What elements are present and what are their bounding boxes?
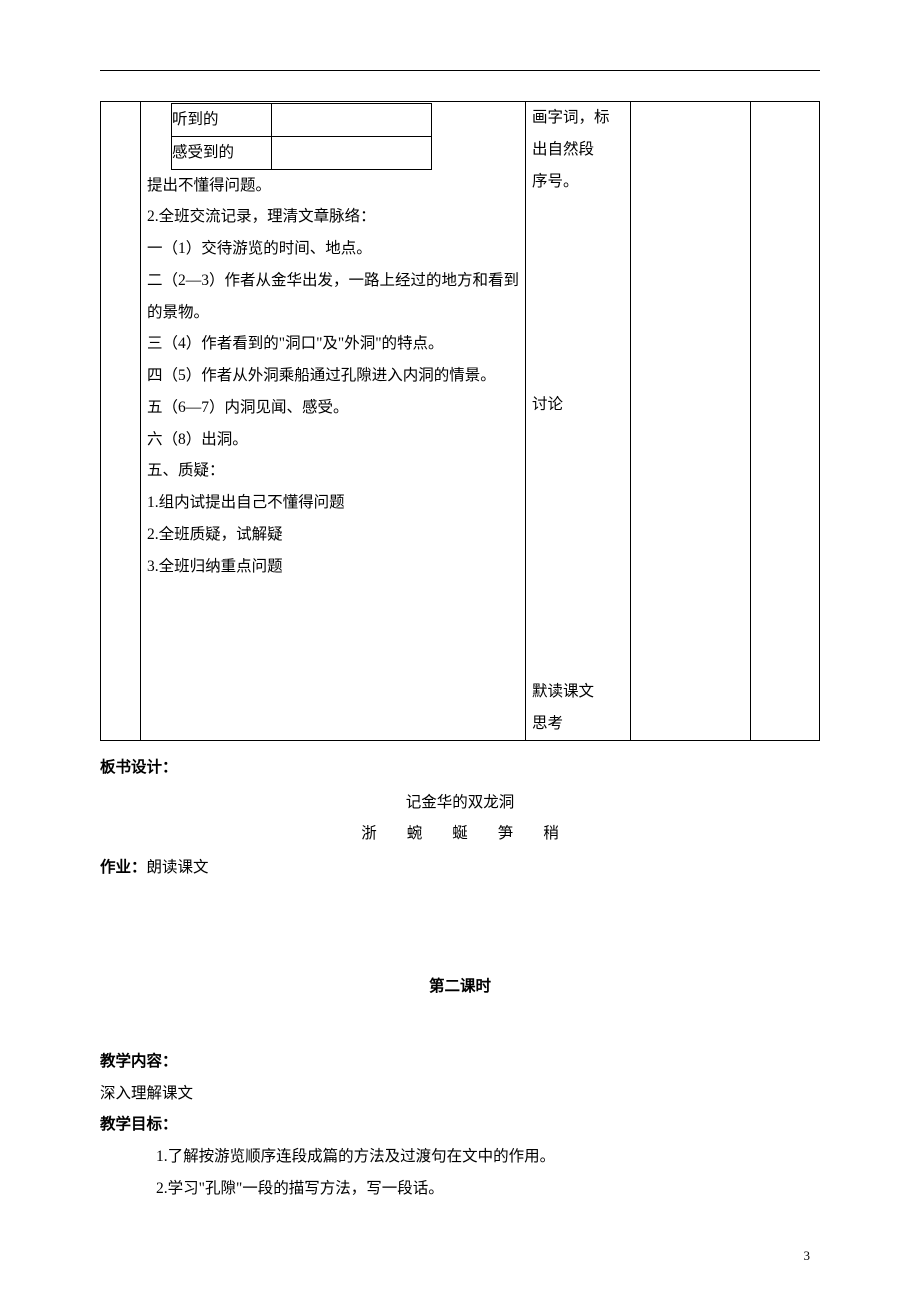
paragraph: 2.全班质疑，试解疑 — [147, 519, 519, 551]
paragraph: 序号。 — [532, 166, 624, 198]
paragraph: 1.组内试提出自己不懂得问题 — [147, 487, 519, 519]
inner-label-heard: 听到的 — [172, 104, 272, 137]
header-rule — [100, 70, 820, 71]
col3-body: 画字词，标 出自然段 序号。 讨论 默读课文 思考 — [526, 102, 630, 740]
spacer — [532, 421, 624, 676]
paragraph: 提出不懂得问题。 — [147, 170, 519, 202]
board-design-label: 板书设计： — [100, 755, 820, 777]
table-row: 听到的 — [172, 104, 432, 137]
main-table: 听到的 感受到的 提出不懂得问题。 2.全班交流记录，理清文章脉络： 一（1）交… — [100, 101, 820, 741]
board-chars: 浙蜿蜒笋稍 — [100, 818, 820, 850]
paragraph: 2.全班交流记录，理清文章脉络： — [147, 201, 519, 233]
homework-text: 朗读课文 — [147, 859, 209, 876]
col-4 — [631, 102, 751, 741]
paragraph: 二（2—3）作者从金华出发，一路上经过的地方和看到的景物。 — [147, 265, 519, 329]
paragraph: 三（4）作者看到的"洞口"及"外洞"的特点。 — [147, 328, 519, 360]
col-3: 画字词，标 出自然段 序号。 讨论 默读课文 思考 — [526, 102, 631, 741]
homework-label: 作业： — [100, 859, 147, 876]
spacer — [532, 197, 624, 389]
col-2: 听到的 感受到的 提出不懂得问题。 2.全班交流记录，理清文章脉络： 一（1）交… — [141, 102, 526, 741]
paragraph: 默读课文 — [532, 676, 624, 708]
lesson2-title: 第二课时 — [100, 974, 820, 996]
table-row: 感受到的 — [172, 136, 432, 169]
page-container: 听到的 感受到的 提出不懂得问题。 2.全班交流记录，理清文章脉络： 一（1）交… — [0, 0, 920, 1245]
page-number: 3 — [804, 1248, 811, 1264]
paragraph: 思考 — [532, 708, 624, 740]
paragraph: 画字词，标 — [532, 102, 624, 134]
goal-1: 1.了解按游览顺序连段成篇的方法及过渡句在文中的作用。 — [100, 1141, 820, 1173]
paragraph: 五、质疑： — [147, 455, 519, 487]
col-5 — [751, 102, 820, 741]
paragraph: 六（8）出洞。 — [147, 424, 519, 456]
table-row: 听到的 感受到的 提出不懂得问题。 2.全班交流记录，理清文章脉络： 一（1）交… — [101, 102, 820, 741]
inner-label-felt: 感受到的 — [172, 136, 272, 169]
teaching-goal-label: 教学目标： — [100, 1109, 820, 1141]
inner-blank — [272, 136, 432, 169]
paragraph: 一（1）交待游览的时间、地点。 — [147, 233, 519, 265]
col-1 — [101, 102, 141, 741]
inner-grid: 听到的 感受到的 — [171, 103, 432, 170]
teaching-content-label: 教学内容： — [100, 1046, 820, 1078]
inner-blank — [272, 104, 432, 137]
spacer — [147, 582, 519, 646]
paragraph: 3.全班归纳重点问题 — [147, 551, 519, 583]
homework-line: 作业：朗读课文 — [100, 852, 820, 884]
teaching-content-text: 深入理解课文 — [100, 1078, 820, 1110]
paragraph: 五（6—7）内洞见闻、感受。 — [147, 392, 519, 424]
goal-2: 2.学习"孔隙"一段的描写方法，写一段话。 — [100, 1173, 820, 1205]
col2-body: 提出不懂得问题。 2.全班交流记录，理清文章脉络： 一（1）交待游览的时间、地点… — [141, 170, 525, 647]
paragraph: 讨论 — [532, 389, 624, 421]
paragraph: 四（5）作者从外洞乘船通过孔隙进入内洞的情景。 — [147, 360, 519, 392]
paragraph: 出自然段 — [532, 134, 624, 166]
board-title: 记金华的双龙洞 — [100, 787, 820, 819]
